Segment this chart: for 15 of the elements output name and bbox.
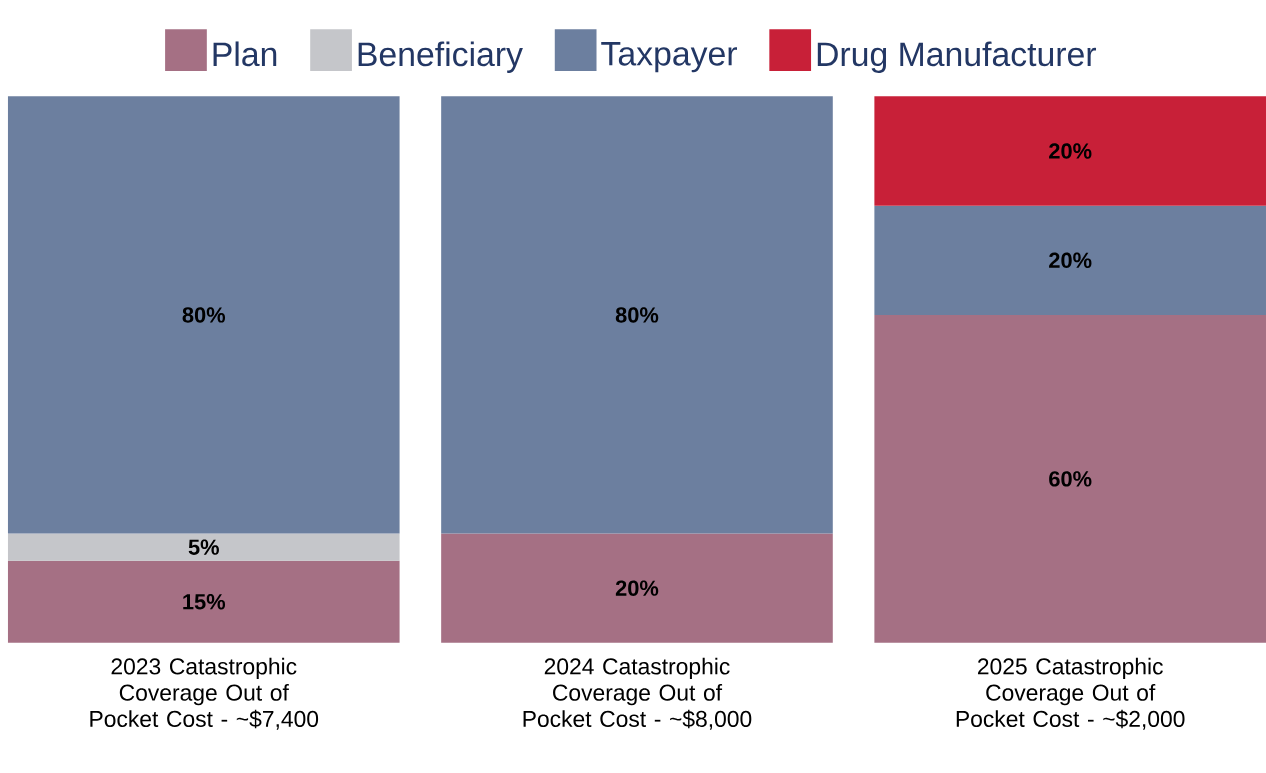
- x-tick-label: 2025 Catastrophic Coverage Out of Pocket Cost - ~$2,000: [956, 657, 1185, 730]
- legend-label: Taxpayer: [601, 42, 737, 73]
- data-label: 15%: [183, 594, 226, 610]
- data-label: 20%: [615, 580, 659, 596]
- data-label: 20%: [1049, 252, 1092, 269]
- data-label: 80%: [182, 307, 226, 323]
- legend-label: Plan: [213, 41, 277, 67]
- data-label: 5%: [188, 539, 219, 555]
- data-label: 80%: [615, 307, 659, 323]
- x-tick-label: 2024 Catastrophic Coverage Out of Pocket Cost - ~$8,000: [523, 657, 752, 730]
- x-tick-label: 2023 Catastrophic Coverage Out of Pocket Cost - ~$7,400: [90, 657, 319, 730]
- legend-label: Drug Manufacturer: [817, 41, 1097, 73]
- legend-label: Beneficiary: [358, 41, 523, 73]
- data-label: 20%: [1049, 143, 1092, 159]
- data-label: 60%: [1049, 471, 1092, 487]
